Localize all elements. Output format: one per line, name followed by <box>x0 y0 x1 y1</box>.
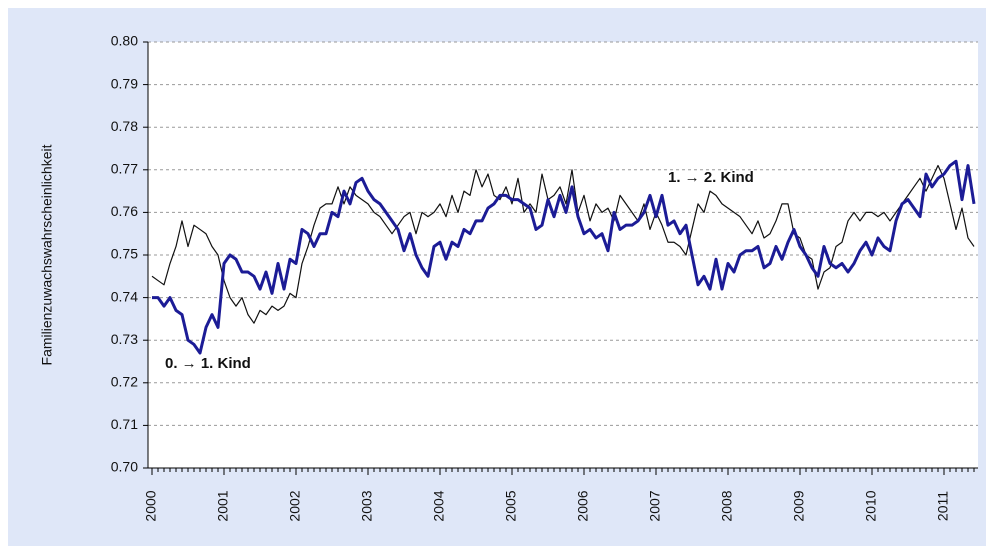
series-line <box>151 164 975 324</box>
series-label: 0. → 1. Kind <box>165 355 251 372</box>
x-tick-label: 2003 <box>359 490 375 521</box>
y-tick-label: 0.72 <box>111 374 138 390</box>
x-tick-label: 2001 <box>215 490 231 521</box>
x-tick-label: 2007 <box>647 490 663 521</box>
y-tick-label: 0.71 <box>111 416 138 432</box>
y-tick-label: 0.73 <box>111 331 138 347</box>
x-tick-label: 2011 <box>935 491 951 521</box>
y-tick-label: 0.70 <box>111 459 138 475</box>
y-axis-label: Familienzuwachswahrscheinlichkeit <box>39 144 55 365</box>
x-tick-label: 2004 <box>431 490 447 521</box>
y-tick-label: 0.75 <box>111 246 138 262</box>
y-tick-label: 0.79 <box>111 75 138 91</box>
y-tick-label: 0.76 <box>111 203 138 219</box>
x-tick-label: 2000 <box>143 490 159 521</box>
y-tick-label: 0.74 <box>111 288 138 304</box>
y-tick-label: 0.80 <box>111 33 138 49</box>
y-tick-label: 0.77 <box>111 161 138 177</box>
x-tick-label: 2009 <box>791 490 807 521</box>
x-tick-label: 2006 <box>575 490 591 521</box>
x-tick-label: 2002 <box>287 490 303 521</box>
series-label: 1. → 2. Kind <box>668 169 754 186</box>
series-line <box>152 159 976 355</box>
x-tick-label: 2010 <box>863 490 879 521</box>
x-tick-label: 2005 <box>503 490 519 521</box>
y-tick-label: 0.78 <box>111 118 138 134</box>
x-tick-label: 2008 <box>719 490 735 521</box>
